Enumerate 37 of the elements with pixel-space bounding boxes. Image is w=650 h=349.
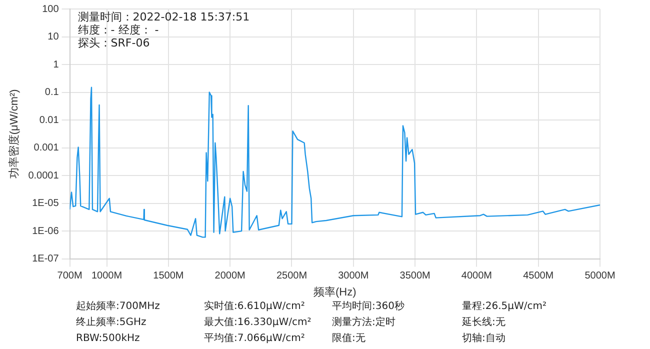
text: 终止频率:5GHz <box>76 316 148 330</box>
x-tick-label: 3500M <box>400 270 430 282</box>
y-axis-title: 功率密度(μW/cm²) <box>8 89 21 179</box>
text: 最大值:16.330μW/cm² <box>204 316 312 330</box>
text: 量程:26.5μW/cm² <box>462 300 548 314</box>
text: 起始频率:700MHz <box>76 300 161 314</box>
y-tick-label: 0.1 <box>44 87 60 98</box>
x-tick-label: 2500M <box>276 270 308 282</box>
text: 限值:无 <box>332 332 366 346</box>
y-tick-label: 10 <box>48 32 60 43</box>
text: 切轴:自动 <box>462 332 506 346</box>
x-tick-label: 4500M <box>523 270 554 282</box>
text: 测量方法:定时 <box>332 316 396 330</box>
x-tick-label: 1500M <box>153 270 184 282</box>
x-tick-label: 1000M <box>91 270 122 282</box>
text: 平均值:7.066μW/cm² <box>204 332 306 346</box>
x-axis-title: 频率(Hz) <box>314 285 356 298</box>
text: 实时值:6.610μW/cm² <box>204 300 306 314</box>
text: 平均时间:360秒 <box>332 300 406 314</box>
annotation: 纬度：- 经度： - <box>78 23 159 36</box>
x-tick-label: 2000M <box>214 270 246 282</box>
y-tick-label: 0.001 <box>34 142 60 154</box>
text: RBW:500kHz <box>76 332 141 346</box>
x-tick-label: 3000M <box>338 270 369 282</box>
x-tick-label: 4000M <box>461 270 492 282</box>
x-tick-label: 5000M <box>584 270 616 282</box>
y-tick-label: 0.01 <box>39 114 60 126</box>
y-tick-label: 1E-06 <box>32 226 60 237</box>
y-tick-label: 0.0001 <box>28 170 60 182</box>
y-tick-label: 1E-05 <box>32 198 60 210</box>
text: 延长线:无 <box>462 316 506 330</box>
annotation: 测量时间：2022-02-18 15:37:51 <box>78 10 250 24</box>
x-tick-label: 700M <box>57 270 82 282</box>
annotation: 探头：SRF-06 <box>78 36 150 50</box>
y-tick-label: 100 <box>42 4 60 15</box>
y-tick-label: 1E-07 <box>32 254 60 265</box>
y-tick-label: 1 <box>53 59 60 70</box>
